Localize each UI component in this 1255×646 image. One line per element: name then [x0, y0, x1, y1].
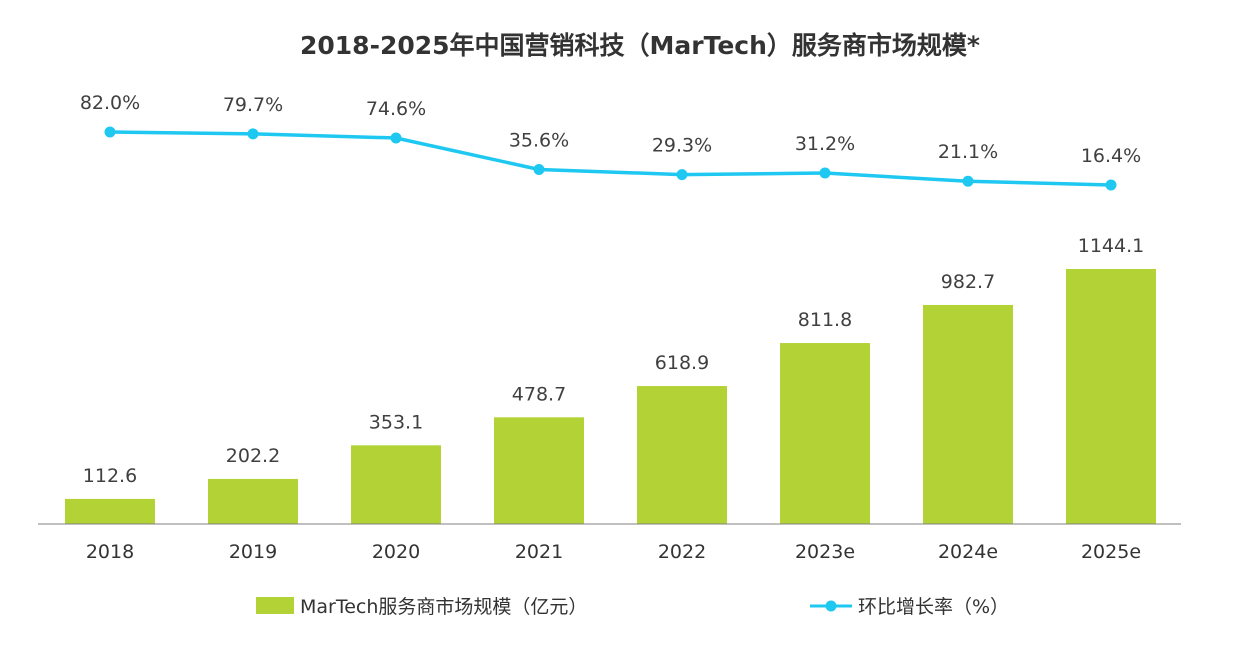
line-point-2020	[390, 132, 402, 144]
line-value-label-2020: 74.6%	[366, 98, 426, 120]
growth-rate-line	[109, 130, 1112, 187]
chart-title: 2018-2025年中国营销科技（MarTech）服务商市场规模*	[300, 31, 980, 60]
legend-line-marker	[825, 600, 837, 612]
legend: MarTech服务商市场规模（亿元） 环比增长率（%）	[256, 596, 1009, 618]
legend-bar-label: MarTech服务商市场规模（亿元）	[300, 596, 587, 618]
bar-series: 112.6 202.2 353.1 478.7 618.9 811.8 982.7 1144.…	[65, 235, 1156, 524]
bar-2024e	[923, 304, 1013, 524]
line-value-label-2021: 35.6%	[509, 129, 569, 151]
line-value-label-2025e: 16.4%	[1081, 145, 1141, 167]
bar-value-label-2020: 353.1	[369, 411, 423, 433]
legend-bar-swatch	[256, 597, 294, 614]
bar-value-label-2018: 112.6	[83, 465, 137, 487]
x-axis-ticks: 2018 2019 2020 2021 2022 2023e 2024e 2025e	[86, 541, 1141, 563]
bar-2018	[65, 498, 155, 524]
bar-value-label-2023e: 811.8	[798, 309, 852, 331]
bar-2019	[208, 478, 298, 524]
bar-2022	[637, 386, 727, 524]
line-value-label-2019: 79.7%	[223, 94, 283, 116]
x-tick-2024e: 2024e	[938, 541, 998, 563]
x-tick-2022: 2022	[658, 541, 706, 563]
line-value-label-2022: 29.3%	[652, 135, 712, 157]
x-tick-2019: 2019	[229, 541, 277, 563]
line-value-label-2023e: 31.2%	[795, 133, 855, 155]
line-point-2022	[676, 169, 688, 181]
line-point-2018	[104, 126, 116, 138]
bar-value-label-2024e: 982.7	[941, 271, 995, 293]
bar-value-label-2019: 202.2	[226, 445, 280, 467]
line-value-label-2024e: 21.1%	[938, 141, 998, 163]
line-value-label-2018: 82.0%	[80, 92, 140, 114]
bar-2023e	[780, 343, 870, 524]
bar-value-label-2022: 618.9	[655, 352, 709, 374]
line-point-2021	[533, 163, 545, 175]
line-point-2025e	[1105, 179, 1117, 191]
x-tick-2025e: 2025e	[1081, 541, 1141, 563]
bar-2025e	[1066, 269, 1156, 524]
bar-value-label-2025e: 1144.1	[1078, 235, 1144, 257]
x-tick-2018: 2018	[86, 541, 134, 563]
line-point-2019	[247, 128, 259, 140]
x-tick-2020: 2020	[372, 541, 420, 563]
line-point-2024e	[962, 175, 974, 187]
line-series: 82.0% 79.7% 74.6% 35.6% 29.3% 31.2% 21.1% 16.4%	[80, 92, 1141, 191]
bar-2021	[494, 417, 584, 524]
legend-line-label: 环比增长率（%）	[858, 596, 1009, 618]
bar-2020	[351, 445, 441, 524]
bar-value-label-2021: 478.7	[512, 383, 566, 405]
line-point-2023e	[819, 167, 831, 179]
x-tick-2023e: 2023e	[795, 541, 855, 563]
x-tick-2021: 2021	[515, 541, 563, 563]
